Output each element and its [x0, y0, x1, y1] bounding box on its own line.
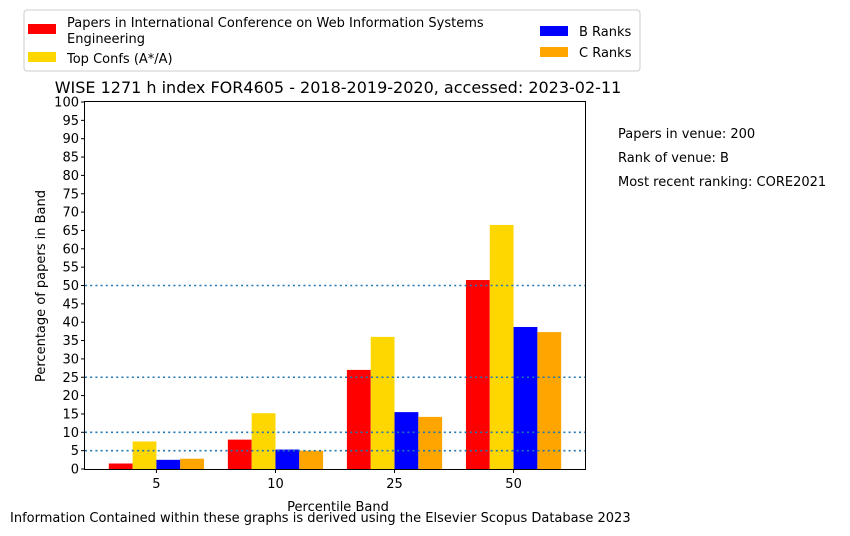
legend-label-b-ranks: B Ranks — [579, 25, 632, 40]
y-tick-label: 40 — [62, 316, 79, 331]
y-tick-label: 95 — [62, 114, 79, 129]
footer-source-note: Information Contained within these graph… — [10, 511, 631, 526]
legend-label-venue-line1: Papers in International Conference on We… — [67, 16, 484, 31]
bars — [108, 224, 562, 469]
y-tick-label: 30 — [62, 352, 79, 367]
y-tick-label: 10 — [62, 426, 79, 441]
x-axis-label: Percentile Band — [287, 500, 389, 515]
x-tick-label: 50 — [505, 477, 522, 492]
bar — [346, 369, 371, 469]
bar — [299, 450, 324, 469]
bar — [418, 416, 443, 469]
bar — [180, 458, 205, 469]
y-tick-label: 75 — [62, 187, 79, 202]
bar — [156, 459, 181, 469]
y-tick-label: 85 — [62, 151, 79, 166]
legend-swatch-venue — [28, 24, 56, 34]
y-tick-label: 70 — [62, 206, 79, 221]
y-tick-label: 35 — [62, 334, 79, 349]
bar — [132, 441, 157, 469]
bar — [227, 439, 252, 469]
bar — [251, 413, 276, 469]
x-tick-label: 25 — [386, 477, 403, 492]
legend-label-top-confs: Top Confs (A*/A) — [66, 52, 173, 67]
x-tick-label: 5 — [152, 477, 160, 492]
y-tick-label: 20 — [62, 389, 79, 404]
bar — [465, 279, 490, 469]
side-note-rank-of-venue: Rank of venue: B — [618, 151, 729, 166]
y-tick-label: 80 — [62, 169, 79, 184]
bar — [370, 336, 395, 469]
y-tick-label: 45 — [62, 297, 79, 312]
y-axis: 0 5 10 15 20 25 30 35 40 45 50 55 60 65 70 75 80 85 90 95 10… — [54, 96, 85, 478]
y-tick-label: 15 — [62, 407, 79, 422]
bar — [108, 463, 133, 469]
y-tick-label: 55 — [62, 261, 79, 276]
legend-label-venue-line2: Engineering — [67, 32, 145, 47]
bar — [275, 449, 300, 469]
y-tick-label: 100 — [54, 96, 79, 111]
chart-title: WISE 1271 h index FOR4605 - 2018-2019-20… — [55, 78, 622, 97]
legend-swatch-b-ranks — [540, 26, 568, 36]
side-note-most-recent-ranking: Most recent ranking: CORE2021 — [618, 175, 827, 190]
plot-frame — [84, 101, 586, 470]
y-tick-label: 50 — [62, 279, 79, 294]
legend: Papers in International Conference on We… — [23, 9, 641, 72]
bar — [513, 326, 538, 469]
reference-lines — [85, 284, 585, 452]
x-tick-label: 10 — [267, 477, 284, 492]
y-tick-label: 5 — [71, 444, 79, 459]
legend-label-c-ranks: C Ranks — [579, 46, 632, 61]
side-note-papers-in-venue: Papers in venue: 200 — [618, 127, 756, 142]
y-tick-label: 25 — [62, 371, 79, 386]
legend-swatch-c-ranks — [540, 47, 568, 57]
y-tick-label: 90 — [62, 132, 79, 147]
legend-frame — [23, 9, 641, 72]
y-tick-label: 65 — [62, 224, 79, 239]
bar — [537, 332, 562, 469]
bar — [394, 412, 419, 469]
legend-swatch-top-confs — [28, 52, 56, 62]
x-axis: 5 10 25 50 — [152, 469, 522, 492]
y-tick-label: 60 — [62, 242, 79, 257]
y-tick-label: 0 — [71, 463, 79, 478]
y-axis-label: Percentage of papers in Band — [34, 190, 49, 382]
